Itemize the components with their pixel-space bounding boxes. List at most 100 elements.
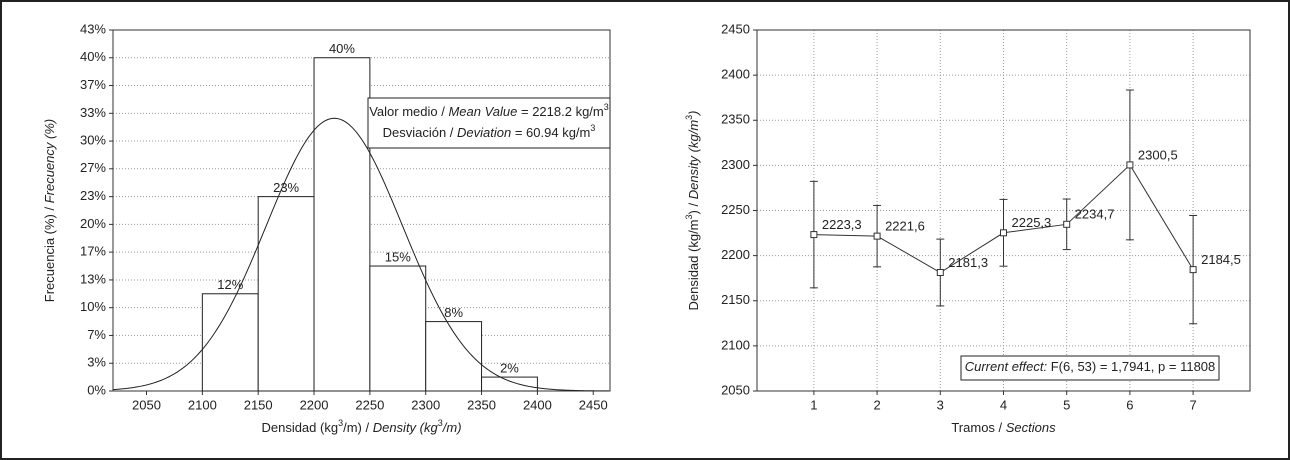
point	[1000, 229, 1007, 237]
bar-label: 40%	[329, 41, 355, 56]
x-tick-label: 2450	[579, 397, 608, 412]
y-tick-label: 33%	[80, 105, 106, 120]
y-axis-label: Densidad (kg/m3) / Density (kg/m3)	[684, 110, 701, 310]
text-segment: Frecuency (%)	[42, 119, 57, 204]
annotation-box	[960, 355, 1220, 381]
text-segment: kg/m	[559, 125, 591, 140]
point	[1189, 266, 1197, 274]
text-segment: Density (kg	[373, 420, 439, 435]
point-label: 2184,5	[1201, 252, 1241, 267]
y-tick-label: 2050	[721, 382, 750, 397]
bar-label: 12%	[217, 277, 243, 292]
text-segment: /m) /	[343, 420, 373, 435]
point	[810, 231, 818, 239]
x-tick-label: 4	[1000, 397, 1007, 412]
bar-label: 23%	[273, 180, 299, 195]
text-segment: Densidad (kg/m	[686, 219, 701, 310]
bar	[313, 57, 371, 392]
text-segment: 3	[590, 123, 595, 133]
x-tick-label: 1	[810, 397, 817, 412]
x-tick-label: 2	[873, 397, 880, 412]
text-segment: Valor medio /	[369, 104, 448, 119]
y-tick-label: 2300	[721, 157, 750, 172]
text-segment: =	[517, 104, 532, 119]
y-tick-label: 2250	[721, 202, 750, 217]
text-segment: Mean Value	[448, 104, 517, 119]
y-tick-label: 30%	[80, 132, 106, 147]
text-segment: Density (kg/m	[686, 120, 701, 200]
text-segment: Densidad (kg	[261, 420, 338, 435]
y-tick-label: 2200	[721, 247, 750, 262]
text-segment: Current effect:	[965, 359, 1048, 374]
point-label: 2225,3	[1012, 215, 1052, 230]
x-tick-label: 2150	[244, 397, 273, 412]
text-segment: 2218.2	[532, 104, 572, 119]
bar	[481, 376, 538, 392]
text-segment: 3	[684, 115, 694, 120]
text-segment: Deviation	[457, 125, 511, 140]
x-tick-label: 5	[1063, 397, 1070, 412]
text-segment: /m)	[442, 420, 462, 435]
y-tick-label: 10%	[80, 299, 106, 314]
x-tick-label: 2400	[523, 397, 552, 412]
annotation: Desviación / Deviation = 60.94 kg/m3	[383, 123, 596, 140]
x-tick-label: 2050	[132, 397, 161, 412]
annotation: Current effect: F(6, 53) = 1,7941, p = 1…	[965, 359, 1216, 374]
y-tick-label: 40%	[80, 49, 106, 64]
x-tick-label: 2100	[188, 397, 217, 412]
x-tick-label: 2250	[355, 397, 384, 412]
y-tick-label: 27%	[80, 160, 106, 175]
y-tick-label: 17%	[80, 244, 106, 259]
x-tick-label: 2300	[411, 397, 440, 412]
text-segment: F(6, 53) = 1,7941, p = 11808	[1047, 359, 1215, 374]
text-segment: kg/m	[572, 104, 604, 119]
bar-label: 15%	[385, 249, 411, 264]
text-segment: =	[511, 125, 526, 140]
point-label: 2300,5	[1138, 147, 1178, 162]
text-segment: Sections	[1006, 420, 1056, 435]
text-segment: Desviación /	[383, 125, 457, 140]
text-segment: 3	[338, 418, 343, 428]
y-tick-label: 0%	[87, 382, 106, 397]
y-tick-label: 3%	[87, 355, 106, 370]
text-segment: )	[686, 110, 701, 116]
y-tick-label: 20%	[80, 216, 106, 231]
normal-curve	[112, 117, 610, 392]
x-tick-label: 2200	[300, 397, 329, 412]
point	[936, 269, 944, 277]
bar	[369, 265, 427, 392]
text-segment: 3	[604, 102, 609, 112]
x-tick-label: 3	[937, 397, 944, 412]
y-tick-label: 43%	[80, 21, 106, 36]
text-segment: 3	[684, 214, 694, 219]
text-segment: Frecuencia (%) /	[42, 203, 57, 302]
annotation: Valor medio / Mean Value = 2218.2 kg/m3	[369, 102, 609, 119]
annotation-box	[367, 97, 611, 149]
x-axis-label: Tramos / Sections	[951, 420, 1056, 435]
y-tick-label: 23%	[80, 188, 106, 203]
x-tick-label: 2350	[467, 397, 496, 412]
bar-label: 8%	[444, 305, 463, 320]
text-segment: 60.94	[526, 125, 559, 140]
y-tick-label: 2350	[721, 112, 750, 127]
point	[1063, 220, 1071, 228]
point-label: 2181,3	[948, 255, 988, 270]
point-label: 2234,7	[1075, 207, 1115, 222]
point	[1126, 161, 1134, 169]
text-segment: 3	[438, 418, 443, 428]
text-segment: Tramos /	[951, 420, 1005, 435]
bar	[201, 293, 259, 392]
point-label: 2223,3	[822, 217, 862, 232]
x-tick-label: 6	[1126, 397, 1133, 412]
y-tick-label: 37%	[80, 77, 106, 92]
y-axis-label: Frecuencia (%) / Frecuency (%)	[42, 119, 57, 303]
y-tick-label: 2100	[721, 337, 750, 352]
y-tick-label: 7%	[87, 327, 106, 342]
point	[873, 232, 881, 240]
point-label: 2221,6	[885, 219, 925, 234]
y-tick-label: 2150	[721, 292, 750, 307]
y-tick-label: 13%	[80, 271, 106, 286]
plot-frame	[756, 29, 1251, 392]
text-segment: ) /	[686, 199, 701, 214]
